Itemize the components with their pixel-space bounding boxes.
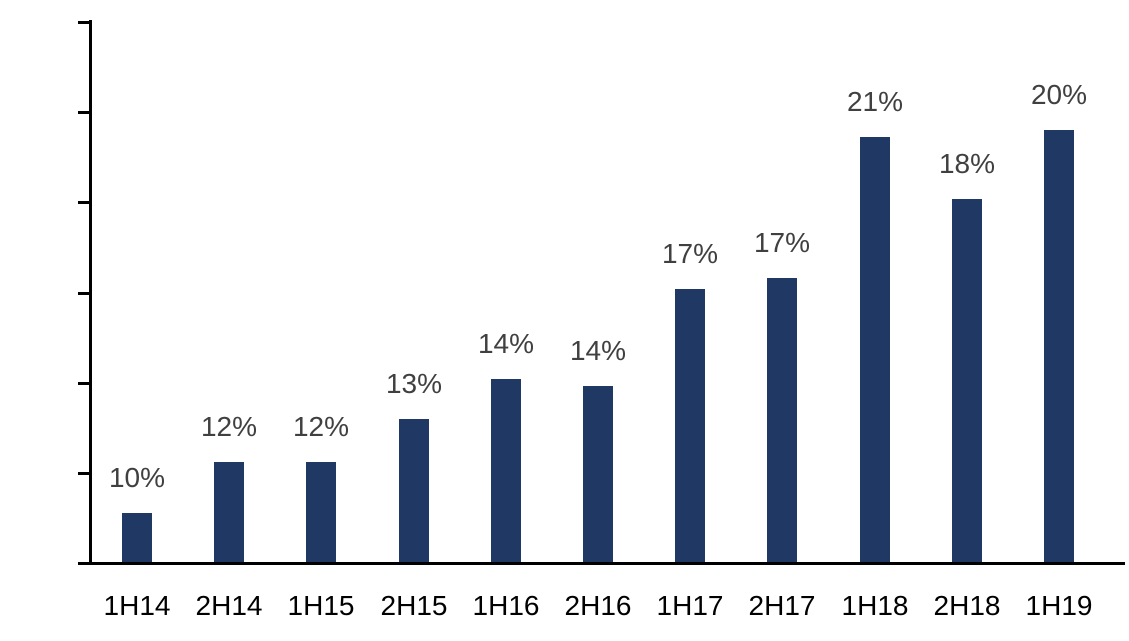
x-axis-tick-label: 2H15 (380, 590, 448, 621)
bar-data-label: 17% (661, 238, 719, 269)
bar-2H14 (214, 462, 244, 565)
y-axis-tick-mark (78, 201, 91, 204)
x-axis-line (78, 562, 1125, 565)
bar-data-label: 17% (753, 227, 811, 258)
y-axis-tick-label (0, 6, 62, 38)
bar-2H18 (952, 199, 982, 565)
y-axis-tick-mark (78, 382, 91, 385)
x-axis-tick-label: 1H19 (1025, 590, 1093, 621)
bar-data-label: 21% (846, 86, 904, 117)
bar-1H16 (491, 379, 521, 565)
x-axis-tick-label: 2H17 (748, 590, 816, 621)
bar-data-label: 14% (569, 335, 627, 366)
y-axis-tick-mark (78, 292, 91, 295)
bar-data-label: 13% (385, 368, 443, 399)
x-axis-tick-label: 1H17 (656, 590, 724, 621)
y-axis-tick-label (0, 186, 62, 218)
x-axis-tick-label: 2H14 (195, 590, 263, 621)
x-axis-tick-label: 2H18 (933, 590, 1001, 621)
x-axis-tick-label: 1H15 (287, 590, 355, 621)
bar-data-label: 10% (108, 462, 166, 493)
y-axis-tick-mark (78, 472, 91, 475)
y-axis-tick-mark (78, 111, 91, 114)
bar-1H17 (675, 289, 705, 565)
y-axis-tick-label (0, 457, 62, 489)
y-axis-tick-mark (78, 21, 91, 24)
bar-1H19 (1044, 130, 1074, 565)
bar-1H14 (122, 513, 152, 565)
y-axis-tick-label (0, 367, 62, 399)
bar-2H16 (583, 386, 613, 565)
x-axis-tick-label: 1H16 (472, 590, 540, 621)
y-axis-line (89, 20, 92, 565)
x-axis-tick-label: 2H16 (564, 590, 632, 621)
x-axis-tick-label: 1H14 (103, 590, 171, 621)
x-axis-tick-label: 1H18 (841, 590, 909, 621)
bar-data-label: 20% (1030, 79, 1088, 110)
y-axis-tick-label (0, 96, 62, 128)
bar-data-label: 18% (938, 148, 996, 179)
bar-2H17 (767, 278, 797, 565)
bar-2H15 (399, 419, 429, 565)
y-axis-tick-label (0, 547, 62, 579)
bar-1H15 (306, 462, 336, 565)
y-axis-tick-label (0, 277, 62, 309)
bar-data-label: 12% (200, 411, 258, 442)
bar-data-label: 14% (477, 328, 535, 359)
bar-data-label: 12% (292, 411, 350, 442)
bar-1H18 (860, 137, 890, 565)
